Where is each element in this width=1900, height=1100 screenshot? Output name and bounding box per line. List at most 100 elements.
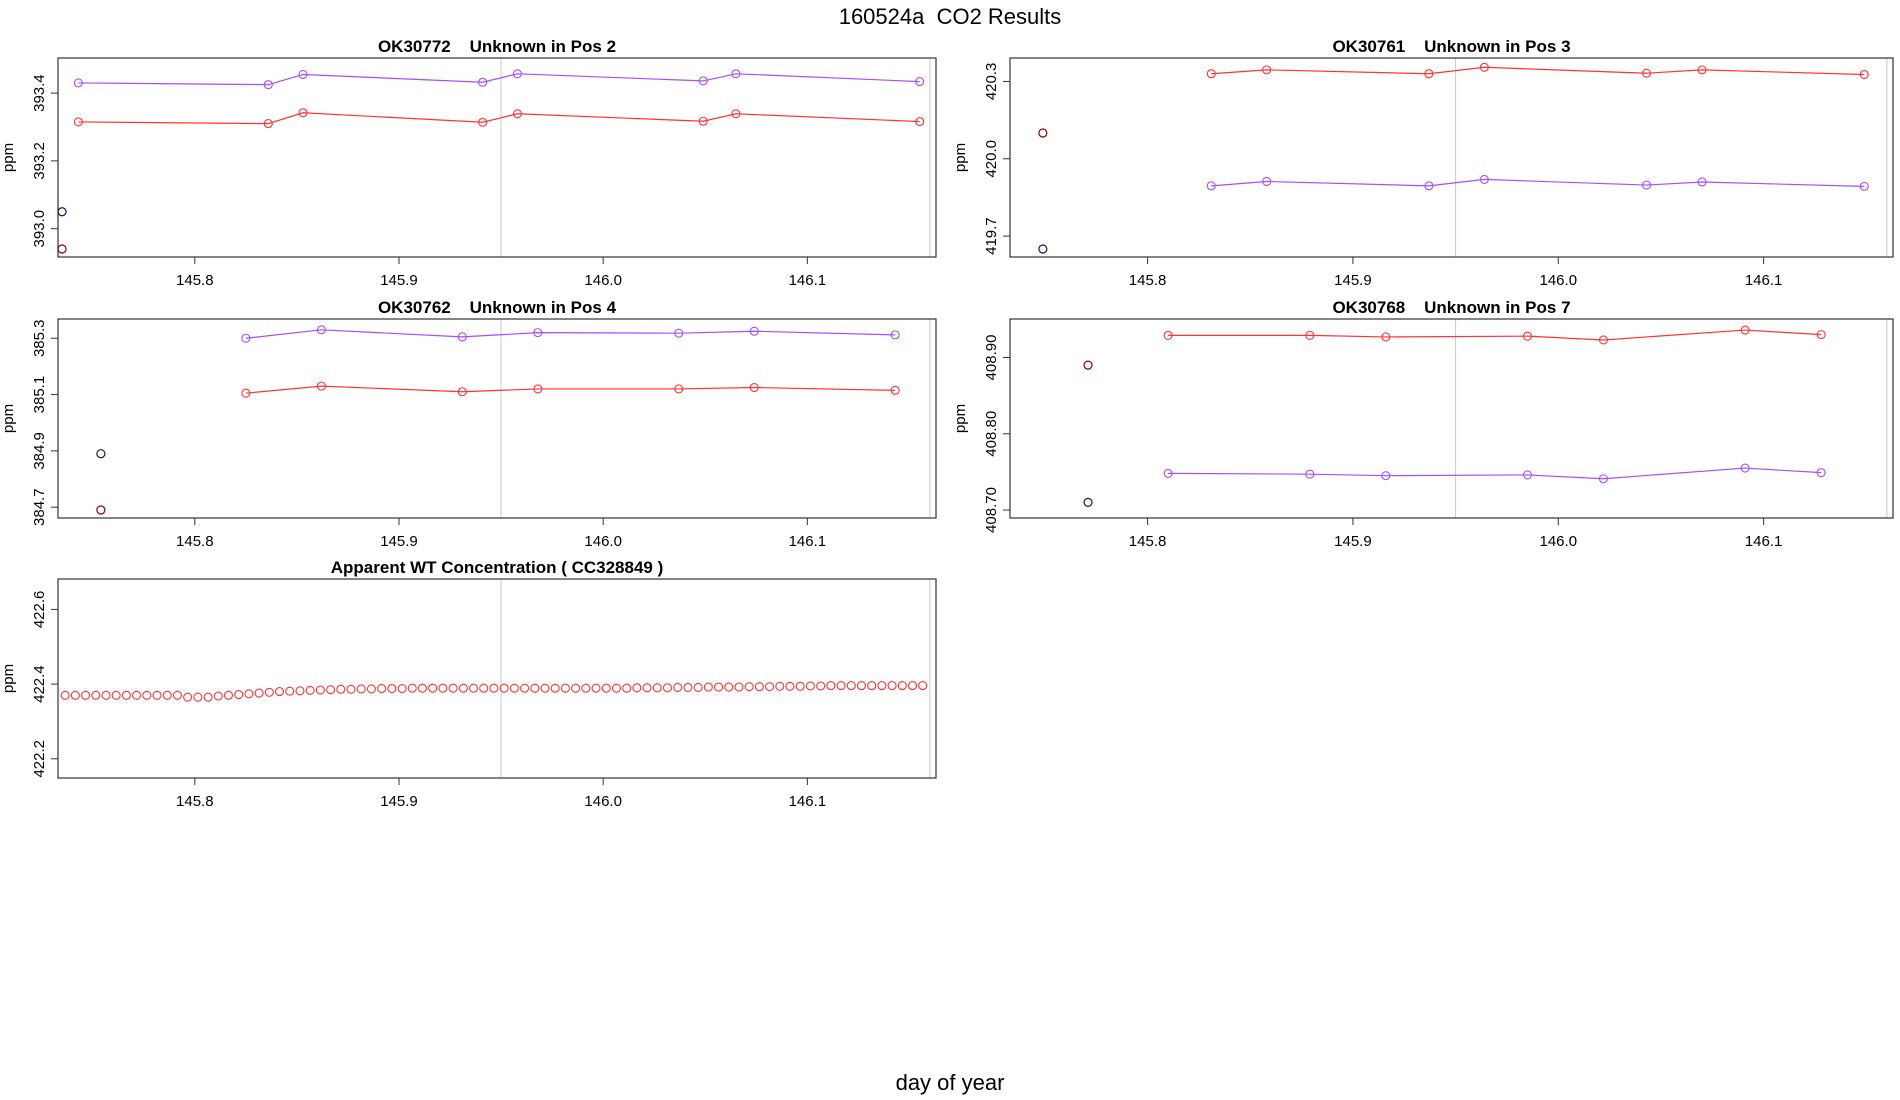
- y-axis-label: ppm: [0, 664, 17, 693]
- data-point: [1381, 332, 1391, 342]
- data-point: [152, 690, 162, 700]
- panel-2: 145.8 145.9 146.0 146.1 419.7 420.0 420.3 ppm OK…: [952, 37, 1894, 289]
- x-tick-label: 145.9: [380, 793, 418, 810]
- data-point: [263, 119, 273, 129]
- data-point: [703, 682, 713, 692]
- x-tick-label: 145.8: [1129, 533, 1167, 550]
- data-point: [346, 684, 356, 694]
- y-tick-label: 384.7: [31, 488, 48, 526]
- data-point: [499, 683, 509, 693]
- data-point: [1206, 181, 1216, 191]
- data-point: [591, 683, 601, 693]
- data-point: [662, 683, 673, 693]
- data-point: [305, 685, 315, 696]
- plot-frame: [57, 57, 937, 258]
- data-point: [407, 683, 417, 693]
- data-point: [285, 686, 295, 696]
- data-point: [316, 381, 326, 391]
- series-line: [1211, 66, 1865, 76]
- series-line: [245, 385, 896, 394]
- y-tick-label: 385.1: [31, 376, 48, 414]
- data-point: [274, 687, 285, 697]
- data-point: [1163, 330, 1173, 340]
- data-point: [754, 682, 764, 692]
- data-point: [1262, 176, 1272, 187]
- panel-title: OK30761 Unknown in Pos 3: [1332, 37, 1570, 56]
- y-tick-label: 384.9: [31, 432, 48, 470]
- panel-title: Apparent WT Concentration ( CC328849 ): [331, 558, 664, 577]
- data-point: [713, 682, 724, 692]
- x-tick-label: 146.1: [789, 533, 827, 550]
- data-point: [468, 683, 479, 693]
- x-tick-label: 146.1: [1745, 272, 1783, 289]
- reference-point: [1038, 244, 1048, 254]
- data-point: [749, 326, 759, 336]
- figure-title: 160524a CO2 Results: [838, 4, 1062, 29]
- data-point: [915, 77, 925, 87]
- data-point: [550, 683, 560, 693]
- data-point: [652, 683, 662, 693]
- data-point: [698, 116, 708, 126]
- data-point: [193, 692, 203, 702]
- data-point: [101, 690, 111, 700]
- data-point: [73, 117, 83, 127]
- y-axis-label: ppm: [0, 404, 17, 433]
- data-point: [1262, 65, 1272, 75]
- x-tick-label: 145.8: [176, 272, 214, 289]
- data-point: [1479, 62, 1489, 72]
- series-line: [1168, 467, 1822, 480]
- data-point: [457, 387, 467, 397]
- data-point: [1479, 174, 1489, 184]
- y-tick-label: 422.4: [31, 665, 48, 703]
- data-point: [298, 108, 308, 118]
- data-point: [254, 688, 264, 698]
- data-point: [826, 681, 836, 691]
- reference-point: [57, 207, 67, 217]
- data-point: [674, 384, 684, 394]
- data-point: [417, 683, 428, 693]
- series-line: [245, 329, 896, 339]
- data-point: [805, 681, 815, 691]
- reference-point: [57, 244, 67, 254]
- data-point: [183, 692, 193, 702]
- data-point: [172, 690, 182, 700]
- plot-frame: [57, 578, 937, 779]
- y-tick-label: 408.80: [983, 411, 1000, 457]
- data-point: [428, 683, 438, 693]
- data-point: [1598, 474, 1609, 484]
- reference-point: [96, 505, 106, 515]
- data-point: [298, 69, 308, 80]
- data-point: [111, 690, 121, 700]
- data-point: [1522, 331, 1533, 341]
- data-point: [457, 332, 467, 342]
- panel-4: 145.8 145.9 146.0 146.1 408.70 408.80 408.90 pp…: [952, 298, 1894, 550]
- x-tick-label: 146.1: [1745, 533, 1783, 550]
- data-point: [1163, 468, 1173, 478]
- data-point: [479, 683, 489, 693]
- data-point: [121, 690, 131, 700]
- data-point: [315, 685, 325, 695]
- data-point: [326, 685, 336, 695]
- data-point: [213, 691, 223, 701]
- y-tick-label: 393.2: [31, 142, 48, 180]
- x-tick-label: 146.0: [584, 533, 622, 550]
- y-axis-label: ppm: [0, 143, 17, 172]
- x-tick-label: 145.9: [380, 533, 418, 550]
- data-point: [478, 117, 488, 127]
- x-tick-label: 146.0: [584, 793, 622, 810]
- data-point: [1816, 468, 1826, 478]
- data-point: [1642, 68, 1652, 78]
- data-point: [856, 681, 867, 691]
- data-point: [142, 690, 152, 700]
- data-point: [890, 330, 900, 340]
- data-point: [765, 682, 775, 692]
- data-point: [816, 681, 826, 691]
- data-point: [698, 76, 708, 86]
- data-point: [674, 328, 684, 338]
- data-point: [241, 333, 251, 343]
- plot-frame: [1009, 57, 1894, 258]
- data-point: [60, 690, 70, 700]
- reference-point: [96, 449, 106, 459]
- data-point: [785, 681, 795, 691]
- data-point: [560, 683, 570, 693]
